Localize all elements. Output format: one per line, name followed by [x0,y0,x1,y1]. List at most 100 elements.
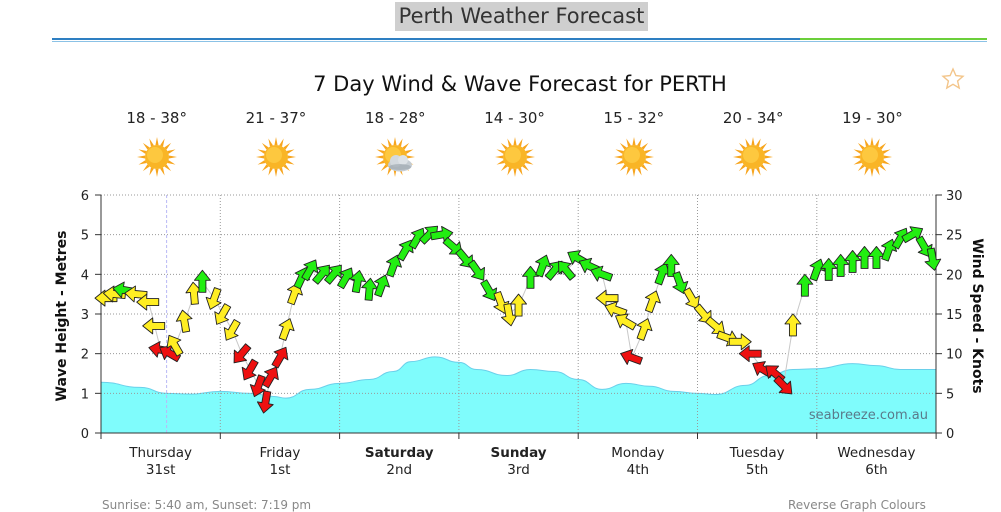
wind-arrow-shape [214,303,232,325]
wind-arrow [233,343,252,364]
wind-arrow [205,287,222,310]
y-tick-label-left: 2 [81,348,89,363]
day-temp-range: 20 - 34° [722,109,784,127]
wind-arrow [796,273,814,297]
wind-arrow-shape [672,271,689,294]
wind-arrow-shape [349,269,367,294]
wind-arrow-shape [683,287,700,309]
wind-arrow [214,303,232,325]
wind-arrow [455,248,474,269]
wind-arrow-shape [705,316,726,335]
x-tick-label-date: 3rd [507,462,529,478]
chart-title: 7 Day Wind & Wave Forecast for PERTH [313,72,727,96]
wind-arrow [522,265,539,289]
y-tick-label-right: 20 [946,268,963,283]
wind-arrow-shape [644,290,661,314]
wind-arrow [374,274,391,298]
wind-arrow-shape [522,265,539,289]
wind-arrow-shape [223,319,241,341]
wind-arrow-shape [796,273,814,297]
day-temp-range: 19 - 30° [842,109,903,127]
wind-arrow-shape [510,293,527,317]
day-temp-range: 18 - 28° [364,109,426,127]
wind-arrow-shape [728,333,752,351]
sun-icon [852,137,893,177]
wind-arrow [271,346,289,369]
day-temp-range: 15 - 32° [603,109,665,127]
wind-arrow [510,293,527,317]
wind-arrow [349,269,367,294]
wind-arrow [662,253,680,277]
x-tick-label-day: Saturday [365,445,434,461]
sun-icon [255,137,296,177]
wind-arrow [142,317,166,335]
wind-arrow-shape [301,259,319,282]
x-tick-label-date: 4th [627,462,649,478]
sun-icon [733,137,774,177]
y-tick-label-left: 6 [81,189,89,204]
reverse-colours-link[interactable]: Reverse Graph Colours [788,498,926,512]
wind-arrow-shape [467,259,485,281]
wind-arrow [535,254,552,278]
wind-arrow-shape [241,358,259,381]
wind-arrow [604,301,628,318]
y-tick-label-left: 5 [81,229,89,244]
wind-arrow [773,375,793,395]
wind-arrow [175,309,193,333]
favorite-star-icon[interactable] [941,67,965,91]
wind-arrow-shape [856,246,873,269]
sun-cloud-icon [375,137,416,177]
wind-arrow-shape [205,287,222,310]
day-temp-range: 21 - 37° [245,109,307,127]
wind-arrow-shape [590,265,614,282]
wind-arrow-shape [261,366,279,389]
wind-arrow [738,345,762,363]
y-tick-label-left: 0 [81,427,89,442]
page-header-text: Perth Weather Forecast [398,4,645,28]
header-divider-accent [800,38,987,40]
wind-arrow-shape [809,258,826,282]
day-temp-range: 14 - 30° [484,109,545,127]
x-tick-label-day: Thursday [128,445,192,461]
wind-arrow [301,259,319,282]
wind-arrow [256,390,274,414]
wind-arrow-shape [175,309,193,333]
wind-arrow [544,260,563,281]
y-axis-title-left: Wave Height - Metres [54,231,70,402]
x-tick-label-date: 1st [269,462,290,478]
header-divider-thin [52,41,987,42]
wind-arrow-shape [271,346,289,369]
sun-icon [494,137,535,177]
wind-arrow-shape [142,317,166,335]
x-tick-label-date: 6th [865,462,887,478]
wind-arrow-shape [558,260,576,281]
wind-arrow [166,334,184,357]
wind-arrow [136,293,160,311]
wind-arrow [856,246,873,269]
x-tick-label-date: 31st [146,462,176,478]
wind-arrow-shape [615,313,637,331]
x-tick-label-date: 5th [746,462,768,478]
wind-arrow-shape [374,274,391,298]
wind-arrow-shape [620,348,643,365]
wind-arrow-shape [193,269,211,293]
wind-arrow-shape [662,253,680,277]
wind-arrow [693,303,712,324]
sunrise-sunset: Sunrise: 5:40 am, Sunset: 7:19 pm [102,498,312,512]
wind-arrow [683,287,700,309]
wind-arrow [644,290,661,314]
wind-arrow [924,247,942,271]
wind-arrow-shape [636,318,653,341]
wind-arrow [249,374,266,398]
wind-arrow [705,316,726,335]
wind-arrow [442,237,463,255]
wind-arrow-shape [773,375,793,395]
x-tick-label-date: 2nd [386,462,412,478]
wind-arrow-shape [166,334,184,357]
y-tick-label-left: 1 [81,387,89,402]
wind-arrow [784,313,802,337]
wind-arrow-shape [455,248,474,269]
y-tick-label-right: 30 [946,189,963,204]
wind-arrow-shape [604,301,628,318]
